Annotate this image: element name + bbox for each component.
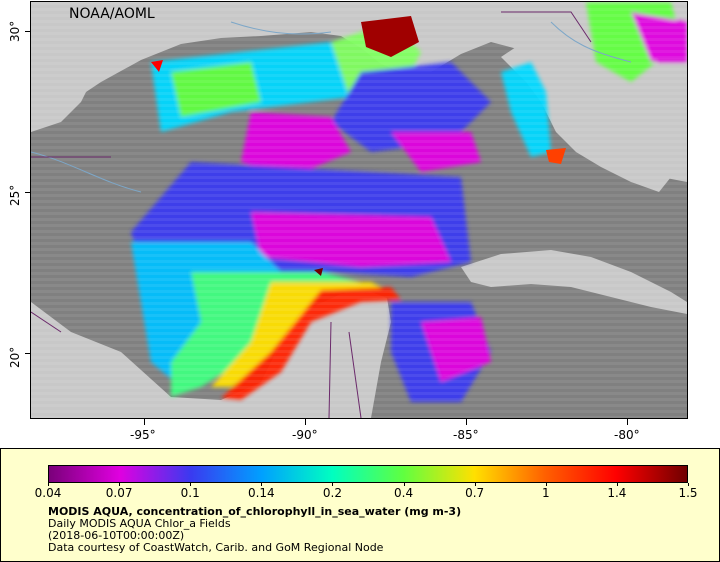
lat-tick-25: [25, 192, 31, 193]
colorbar-tick-label: 0.2: [322, 486, 342, 500]
colorbar-tick: [545, 483, 547, 486]
colorbar: [48, 465, 688, 483]
borders: [31, 11, 592, 418]
legend-product: Daily MODIS AQUA Chlor_a Fields: [48, 517, 231, 530]
colorbar-tick: [261, 483, 263, 486]
legend-attribution: Data courtesy of CoastWatch, Carib. and …: [48, 541, 384, 554]
colorbar-tick-label: 0.07: [105, 486, 133, 500]
colorbar-tick-label: 1.4: [607, 486, 627, 500]
colorbar-tick-label: 1: [541, 486, 550, 500]
legend-title: MODIS AQUA, concentration_of_chlorophyll…: [48, 505, 462, 518]
lat-label-30: 30°: [8, 20, 22, 42]
colorbar-tick-label: 0.7: [465, 486, 485, 500]
colorbar-tick-label: 0.04: [34, 486, 62, 500]
map-credit: NOAA/AOML: [69, 6, 155, 22]
colorbar-tick: [119, 483, 121, 486]
colorbar-tick: [332, 483, 334, 486]
lon-label-90: -90°: [292, 428, 318, 442]
lat-tick-20: [25, 353, 31, 354]
rivers: [31, 21, 632, 193]
colorbar-tick-label: 0.4: [394, 486, 414, 500]
lon-label-80: -80°: [614, 428, 640, 442]
lon-tick-90: [305, 419, 306, 425]
lon-tick-95: [144, 419, 145, 425]
colorbar-tick-label: 0.14: [247, 486, 275, 500]
colorbar-tick-label: 1.5: [678, 486, 698, 500]
lat-tick-30: [25, 31, 31, 32]
lon-tick-80: [627, 419, 628, 425]
colorbar-tick-label: 0.1: [180, 486, 200, 500]
colorbar-tick: [474, 483, 476, 486]
colorbar-tick: [616, 483, 618, 486]
lon-tick-85: [466, 419, 467, 425]
lon-label-85: -85°: [453, 428, 479, 442]
lat-label-20: 20°: [8, 346, 22, 368]
lon-label-95: -95°: [130, 428, 156, 442]
legend-date: (2018-06-10T00:00:00Z): [48, 529, 185, 542]
map-canvas: [31, 2, 687, 418]
colorbar-tick: [403, 483, 405, 486]
chlorophyll-map: NOAA/AOML: [30, 1, 688, 419]
lat-label-25: 25°: [8, 184, 22, 206]
coastal-highs: [151, 16, 566, 276]
colorbar-tick: [190, 483, 192, 486]
colorbar-tick: [48, 483, 49, 486]
colorbar-tick: [688, 483, 689, 486]
